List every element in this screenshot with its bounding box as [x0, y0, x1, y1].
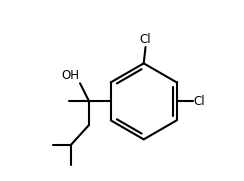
Text: OH: OH — [61, 69, 79, 82]
Text: Cl: Cl — [194, 95, 205, 108]
Text: Cl: Cl — [140, 33, 151, 46]
